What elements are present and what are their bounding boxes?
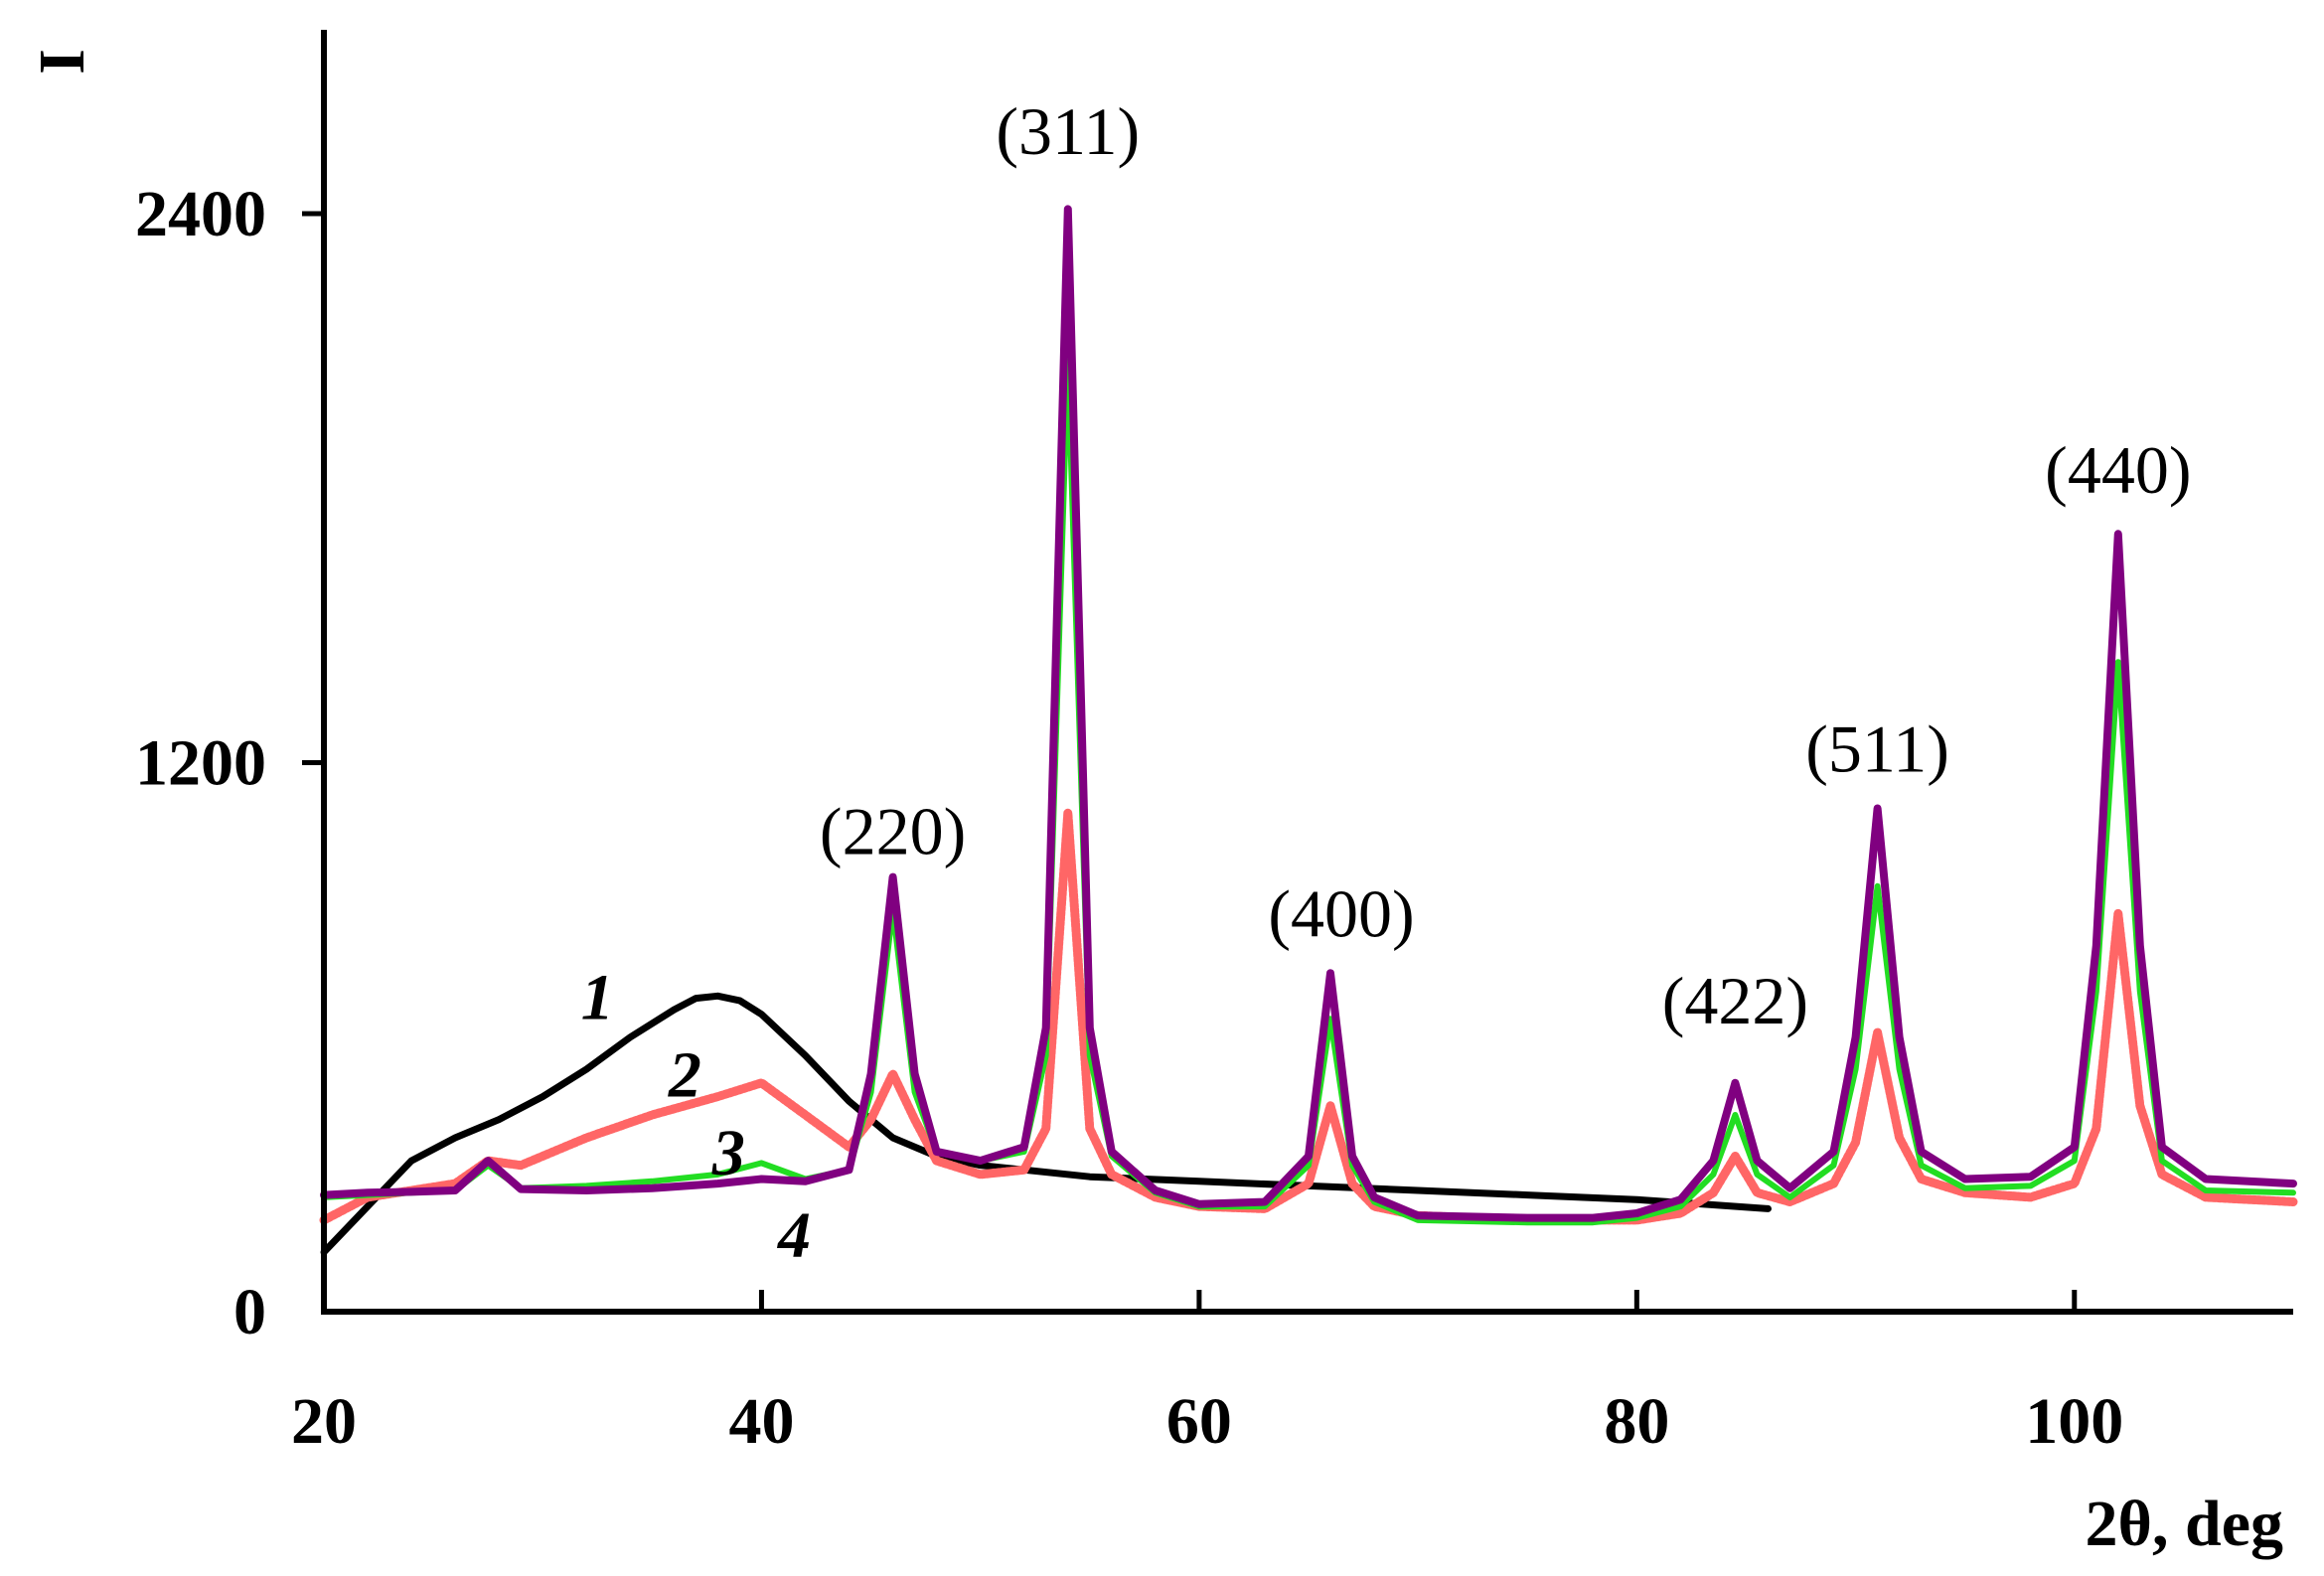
curve-label: 3 bbox=[711, 1117, 745, 1189]
axes-layer bbox=[321, 30, 2293, 1315]
curve-label: 2 bbox=[668, 1039, 701, 1112]
peak-label: (422) bbox=[1662, 963, 1808, 1038]
ticks-layer: 20 40 60 80 100 0 1200 2400 bbox=[135, 178, 2123, 1458]
x-tick-label: 20 bbox=[291, 1385, 357, 1458]
peak-label: (311) bbox=[996, 93, 1140, 169]
series-layer bbox=[319, 205, 2298, 1256]
series-line-4 bbox=[320, 205, 2297, 1222]
x-tick-label: 60 bbox=[1166, 1385, 1232, 1458]
peak-label: (220) bbox=[820, 794, 966, 869]
y-tick-label: 0 bbox=[233, 1276, 266, 1348]
curve-label: 4 bbox=[776, 1199, 811, 1272]
curve-label: 1 bbox=[581, 961, 614, 1033]
y-tick-label: 1200 bbox=[135, 727, 266, 800]
series-line-1 bbox=[320, 992, 1772, 1256]
y-tick-label: 2400 bbox=[135, 178, 266, 250]
series-line-3 bbox=[321, 357, 2296, 1226]
x-tick-label: 40 bbox=[728, 1385, 794, 1458]
series-line-2 bbox=[319, 808, 2298, 1225]
x-tick-label: 80 bbox=[1604, 1385, 1669, 1458]
peak-label: (511) bbox=[1805, 711, 1949, 787]
peak-label: (440) bbox=[2045, 432, 2191, 508]
y-axis-title: I bbox=[26, 49, 98, 75]
x-tick-label: 100 bbox=[2025, 1385, 2123, 1458]
x-axis-title: 2θ, deg bbox=[2086, 1488, 2283, 1560]
peak-label: (400) bbox=[1268, 875, 1414, 951]
